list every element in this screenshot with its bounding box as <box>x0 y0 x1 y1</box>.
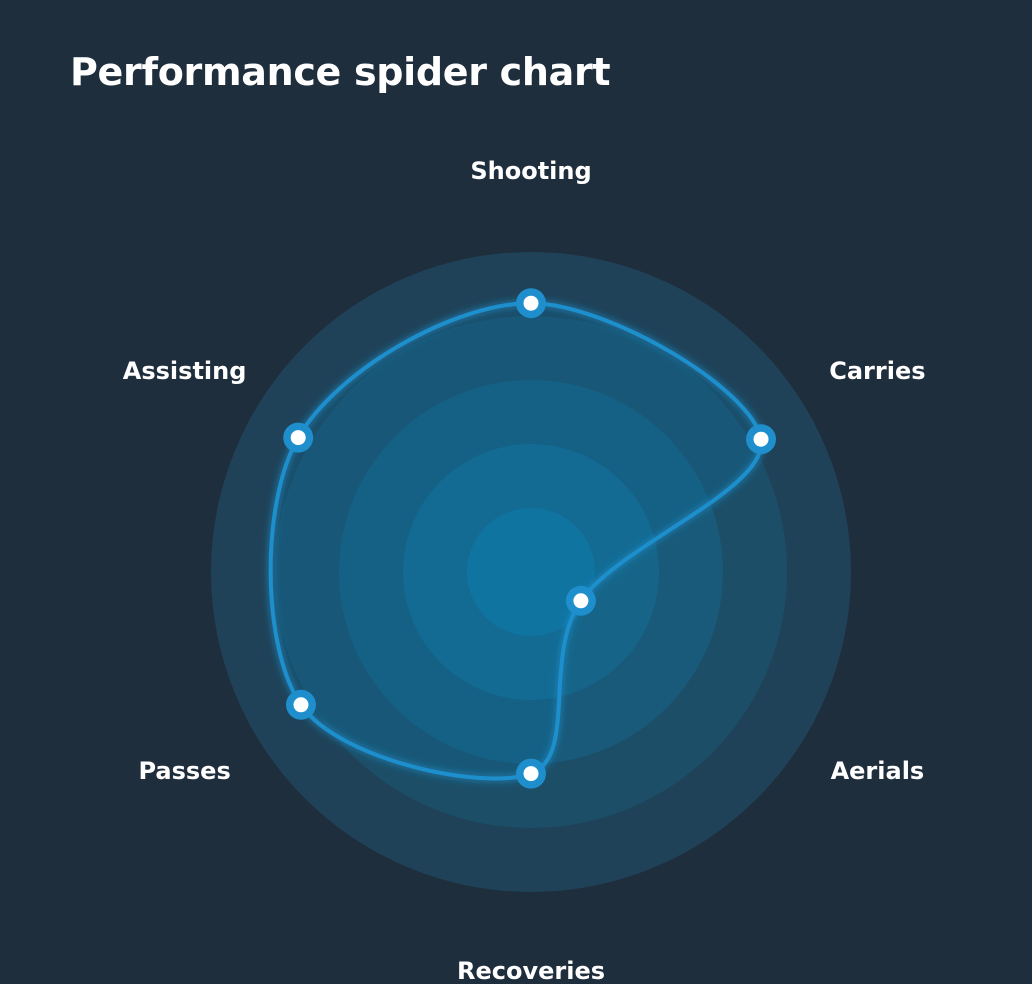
data-point-dot <box>753 431 769 447</box>
data-point-recoveries[interactable] <box>516 758 546 789</box>
data-point-assisting[interactable] <box>283 422 314 453</box>
data-point-passes[interactable] <box>285 689 316 720</box>
axis-label-recoveries: Recoveries <box>457 957 605 984</box>
axis-label-assisting: Assisting <box>123 357 247 385</box>
axis-label-passes: Passes <box>138 757 230 785</box>
data-points <box>283 288 777 789</box>
data-point-shooting[interactable] <box>516 288 546 319</box>
chart-title: Performance spider chart <box>70 50 611 94</box>
data-point-dot <box>573 593 589 609</box>
data-point-aerials[interactable] <box>565 585 596 616</box>
data-point-carries[interactable] <box>746 424 777 455</box>
axis-label-carries: Carries <box>829 357 925 385</box>
axis-labels: Shooting Carries Aerials Recoveries Passes As… <box>123 157 926 984</box>
axis-label-aerials: Aerials <box>831 757 925 785</box>
data-point-dot <box>523 295 539 311</box>
data-point-dot <box>290 430 306 446</box>
data-point-dot <box>293 697 309 713</box>
data-point-dot <box>523 766 539 782</box>
axis-label-shooting: Shooting <box>470 157 591 185</box>
